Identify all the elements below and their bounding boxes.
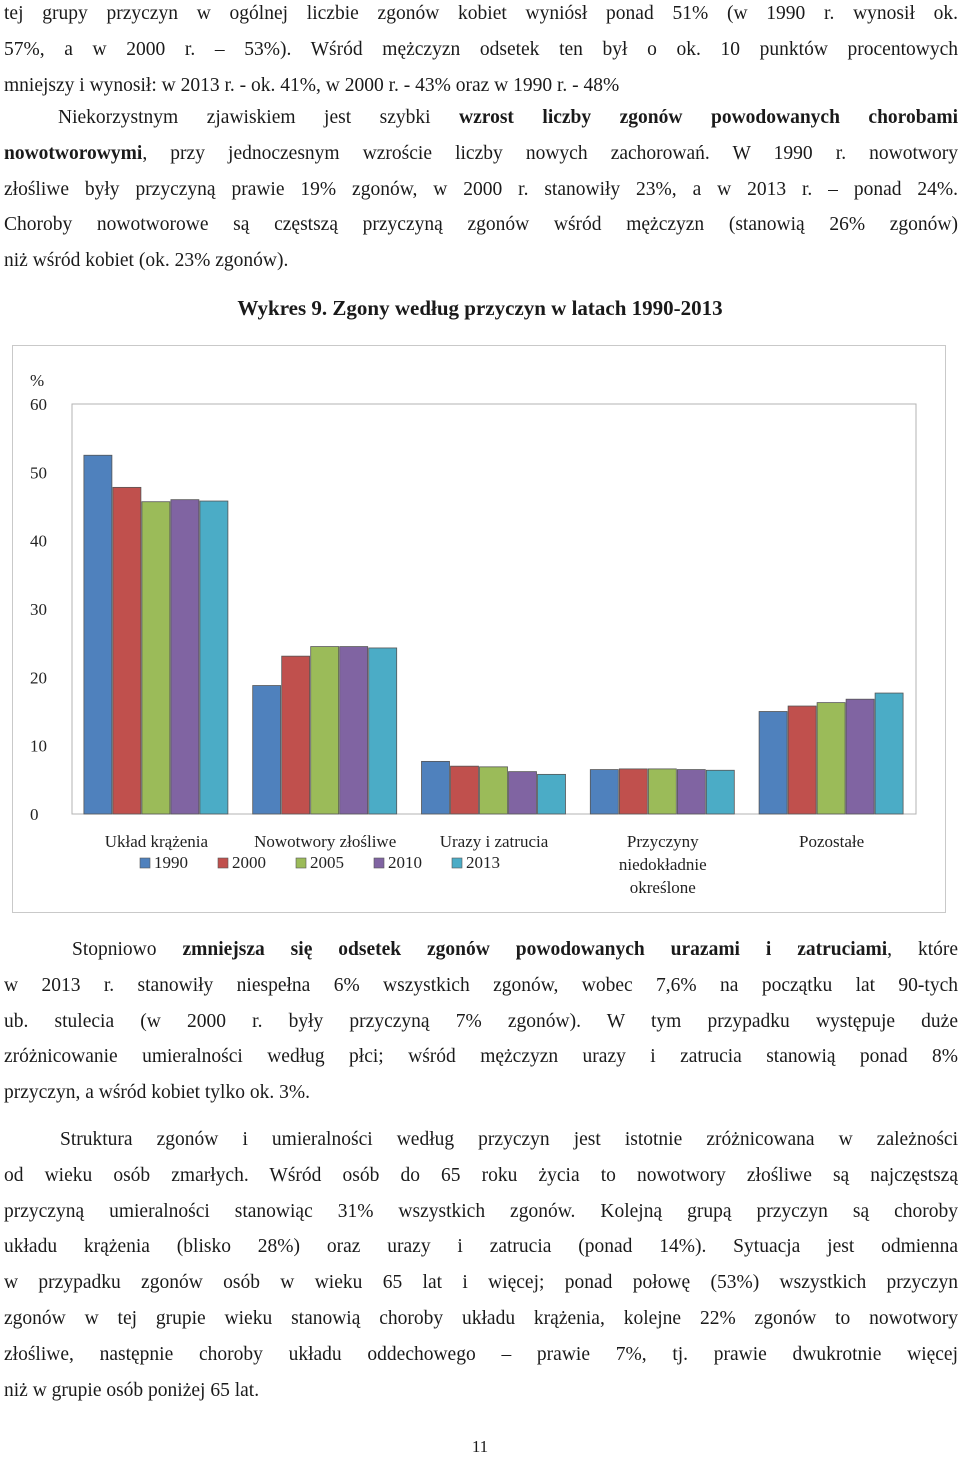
text-line: nowotworowymi, przy jednoczesnym wzrości… [4,136,958,172]
y-tick-label: 20 [30,668,47,687]
category-label: określone [630,878,696,897]
text-line: od wieku osób zmarłych. Wśród osób do 65… [4,1164,958,1186]
text-span: Stopniowo [72,939,183,960]
y-tick-label: 10 [30,737,47,756]
text-line: niż wśród kobiet (ok. 23% zgonów). [4,250,289,272]
text-line: Choroby nowotworowe są częstszą przyczyn… [4,214,958,236]
text-line: zgonów w tej grupie wieku stanowią choro… [4,1307,958,1329]
text-span: , przy jednoczesnym wzroście liczby nowy… [142,142,958,164]
text-line: tej grupy przyczyn w ogólnej liczbie zgo… [4,3,958,24]
bar [705,769,735,815]
legend-swatch [373,857,385,869]
text-line: w 2013 r. stanowiły niespełna 6% wszystk… [4,974,958,996]
text-span: , które [887,939,958,960]
legend-swatch [139,857,151,869]
legend-entry: 2000 [232,853,266,872]
bar [112,486,142,815]
category-label: Urazy i zatrucia [440,832,549,851]
paragraph-age-structure: Struktura zgonów i umieralności według p… [4,1122,958,1408]
text-line: złośliwe były przyczyną prawie 19% zgonó… [4,178,958,200]
bar [647,768,677,815]
paragraph-female-share: tej grupy przyczyn w ogólnej liczbie zgo… [4,0,958,103]
category-label: Nowotwory złośliwe [254,832,396,851]
bar [83,454,113,815]
bar [845,698,875,815]
category-label: niedokładnie [619,855,707,874]
bar [281,655,311,815]
legend-entry: 2005 [310,853,344,872]
bar [252,685,282,815]
page-number: 11 [471,1437,489,1456]
chart-svg: 0 10 20 30 40 50 60% Układ krążenia Nowotwory zł… [30,371,917,897]
bar [339,646,369,815]
text-line: Niekorzystnym zjawiskiem jest szybki wzr… [4,100,958,136]
y-axis-label: % [30,371,44,390]
bar [421,760,450,815]
bar [537,773,566,815]
text-line: 57%, a w 2000 r. – 53%). Wśród mężczyzn … [4,38,958,60]
bar [758,711,788,815]
bold-text: wzrost liczby zgonów powodowanych chorob… [459,107,958,128]
legend-entry: 1990 [154,853,188,872]
text-line: mniejszy i wynosił: w 2013 r. - ok. 41%,… [4,74,620,96]
bar [589,769,619,815]
bar [787,705,817,815]
category-label: Przyczyny [627,832,699,851]
bar [199,500,229,815]
figure-title: Wykres 9. Zgony według przyczyn w latach… [0,296,960,321]
legend-swatch [451,857,463,869]
bar [816,702,846,815]
y-tick-label: 30 [30,600,47,619]
category-label: Pozostałe [799,832,864,851]
bar [479,766,508,815]
text-line: niż w grupie osób poniżej 65 lat. [4,1379,260,1401]
text-line: ub. stulecia (w 2000 r. były przyczyną 7… [4,1010,958,1032]
bold-text: nowotworowymi [4,142,143,164]
legend-entry: 2013 [466,853,500,872]
paragraph-injuries: Stopniowo zmniejsza się odsetek zgonów p… [4,932,958,1111]
y-tick-label: 50 [30,463,47,482]
text-line: przyczyn, a wśród kobiet tylko ok. 3%. [4,1082,310,1104]
chart-frame [12,345,946,913]
paragraph-cancer: Niekorzystnym zjawiskiem jest szybki wzr… [4,100,958,279]
text-line: w przypadku zgonów osób w wieku 65 lat i… [4,1272,958,1294]
bar [508,771,537,815]
category-label: Układ krążenia [105,832,209,851]
text-span: Niekorzystnym zjawiskiem jest szybki [58,107,460,128]
text-line: zróżnicowanie umieralności według płci; … [4,1046,958,1068]
y-tick-label: 0 [30,805,39,824]
legend-swatch [217,857,229,869]
text-line: złośliwe, następnie choroby układu oddec… [4,1343,958,1365]
legend-entry: 2010 [388,853,422,872]
bar [450,765,479,815]
y-tick-label: 40 [30,532,47,551]
y-tick-label: 60 [30,395,47,414]
text-line: przyczyną umieralności stanowiąc 31% wsz… [4,1200,958,1222]
bar [676,769,706,815]
figure-title-text: Wykres 9. Zgony według przyczyn w latach… [237,296,723,320]
bar [368,647,398,815]
legend-swatch [295,857,307,869]
bar-chart: 0 10 20 30 40 50 60% Układ krążenia Nowotwory zł… [12,345,946,913]
text-line: Struktura zgonów i umieralności według p… [60,1129,958,1150]
bar [874,692,904,815]
bar [310,646,340,815]
text-line: Stopniowo zmniejsza się odsetek zgonów p… [4,932,958,968]
bold-text: zmniejsza się odsetek zgonów powodowanyc… [182,939,888,960]
bar [141,501,171,815]
bar [618,768,648,815]
text-line: układu krążenia (blisko 28%) oraz urazy … [4,1236,958,1258]
bar [170,499,200,815]
